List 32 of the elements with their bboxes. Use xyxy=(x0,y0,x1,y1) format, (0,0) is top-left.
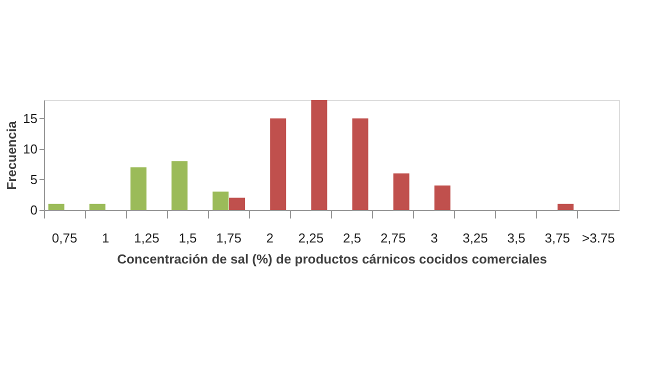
bar xyxy=(172,161,188,210)
y-tick-label: 10 xyxy=(23,141,38,156)
bar xyxy=(311,100,328,210)
x-tick-label: 2,5 xyxy=(342,230,362,246)
bar xyxy=(434,186,450,210)
bar xyxy=(229,198,246,210)
x-tick-label: >3.75 xyxy=(582,230,615,246)
x-tick-label: 0,75 xyxy=(52,230,78,246)
x-tick-label: 2,25 xyxy=(298,230,324,246)
bar xyxy=(558,204,574,210)
x-tick-label: 3,25 xyxy=(462,230,488,246)
x-tick-label: 3 xyxy=(430,230,438,246)
x-tick-label: 2,75 xyxy=(380,230,406,246)
x-axis-title: Concentración de sal (%) de productos cárnicos cocidos comerciales xyxy=(117,252,547,266)
bar xyxy=(270,118,286,210)
y-tick-label: 0 xyxy=(30,202,38,218)
y-tick-label: 15 xyxy=(23,110,38,126)
bar xyxy=(212,192,229,210)
bar xyxy=(393,173,410,210)
y-axis-title: Frecuencia xyxy=(4,120,20,190)
bar xyxy=(352,118,368,210)
y-tick-label: 5 xyxy=(30,172,38,187)
x-tick-label: 3,5 xyxy=(507,230,526,246)
bar xyxy=(89,204,106,210)
x-tick-label: 1,25 xyxy=(134,230,160,246)
x-tick-label: 1,75 xyxy=(216,230,242,246)
x-tick-label: 1,5 xyxy=(178,230,197,246)
x-tick-label: 3,75 xyxy=(544,230,570,246)
bar xyxy=(130,167,146,210)
x-tick-label: 1 xyxy=(102,230,110,246)
x-tick-label: 2 xyxy=(266,230,274,246)
bar xyxy=(48,204,64,210)
